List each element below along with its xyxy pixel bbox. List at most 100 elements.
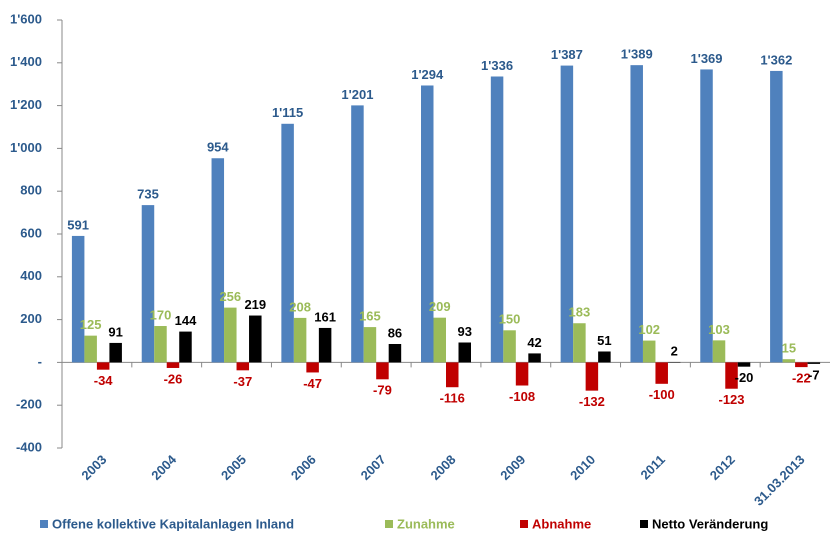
bar — [71, 235, 85, 363]
data-label: 591 — [67, 217, 89, 232]
bar — [490, 76, 504, 363]
bar — [293, 317, 307, 363]
x-tick-label: 2009 — [497, 452, 528, 483]
bar — [737, 362, 751, 367]
y-tick-label: -200 — [16, 397, 42, 412]
y-tick-label: -400 — [16, 439, 42, 454]
bar — [515, 362, 529, 386]
data-label: 161 — [314, 309, 336, 324]
bar — [281, 123, 294, 363]
data-label: -100 — [649, 387, 675, 402]
bar — [236, 362, 250, 371]
bar — [363, 327, 377, 363]
data-label: -79 — [373, 383, 392, 398]
x-tick-label: 2011 — [637, 452, 668, 483]
x-tick-label: 31.03.2013 — [751, 452, 808, 509]
data-label: -7 — [808, 367, 820, 382]
data-label: 1'369 — [691, 51, 723, 66]
bar — [807, 362, 821, 364]
bar — [573, 323, 586, 363]
bar — [154, 326, 167, 363]
data-label: 183 — [569, 305, 591, 320]
bar — [585, 362, 599, 391]
x-tick-label: 2003 — [78, 452, 109, 483]
y-tick-label: 1'400 — [10, 54, 42, 69]
legend-label: Netto Veränderung — [652, 516, 768, 531]
bar — [700, 69, 713, 363]
data-label: 170 — [150, 307, 172, 322]
bar — [458, 342, 471, 363]
data-label: 1'389 — [621, 47, 653, 62]
legend-swatch — [385, 520, 393, 528]
bar — [224, 307, 237, 363]
x-tick-label: 2008 — [427, 452, 458, 483]
data-label: 1'387 — [551, 47, 583, 62]
bar — [725, 362, 738, 389]
y-tick-label: 200 — [20, 311, 42, 326]
y-tick-label: 1'600 — [10, 11, 42, 26]
legend-swatch — [520, 520, 528, 528]
data-label: 86 — [388, 325, 402, 340]
data-label: -132 — [579, 394, 605, 409]
x-tick-label: 2007 — [358, 452, 389, 483]
legend-swatch — [640, 520, 648, 528]
data-label: 102 — [638, 322, 660, 337]
data-label: 2 — [671, 343, 678, 358]
data-label: -22 — [792, 371, 811, 386]
bar — [560, 65, 574, 363]
data-label: 735 — [137, 187, 159, 202]
data-label: -26 — [164, 371, 183, 386]
bar — [84, 335, 97, 363]
data-label: 1'115 — [272, 105, 303, 120]
x-tick-label: 2010 — [567, 452, 598, 483]
data-label: -116 — [440, 391, 465, 406]
data-label: 1'201 — [341, 87, 373, 102]
data-label: -34 — [94, 373, 114, 388]
data-label: 256 — [219, 289, 241, 304]
y-tick-label: 1'000 — [10, 140, 42, 155]
data-label: 150 — [499, 312, 521, 327]
data-label: 1'362 — [760, 52, 792, 67]
x-tick-label: 2005 — [218, 452, 249, 483]
bar — [141, 205, 155, 363]
bar — [351, 105, 364, 363]
x-tick-label: 2004 — [148, 451, 180, 483]
data-label: 51 — [597, 333, 611, 348]
data-label: 125 — [80, 317, 102, 332]
data-label: 219 — [244, 297, 266, 312]
bar — [421, 85, 434, 363]
y-tick-label: - — [38, 354, 42, 369]
bar — [770, 70, 783, 363]
bar — [795, 362, 808, 368]
data-label: -123 — [719, 392, 745, 407]
data-label: 42 — [527, 335, 541, 350]
data-label: 91 — [108, 324, 122, 339]
y-tick-label: 400 — [20, 268, 42, 283]
bar — [388, 343, 402, 363]
y-tick-label: 1'200 — [10, 97, 42, 112]
data-label: -37 — [233, 374, 252, 389]
bar — [96, 362, 110, 370]
data-label: -108 — [509, 389, 535, 404]
legend-label: Abnahme — [532, 516, 591, 531]
bar — [166, 362, 180, 368]
data-label: 954 — [207, 140, 229, 155]
bar — [642, 340, 656, 363]
y-tick-label: 600 — [20, 225, 42, 240]
bar — [503, 330, 516, 363]
data-label: 15 — [782, 341, 796, 356]
data-label: -20 — [735, 370, 754, 385]
y-tick-label: 800 — [20, 183, 42, 198]
data-label: 209 — [429, 299, 451, 314]
data-label: 93 — [458, 324, 472, 339]
bar — [376, 362, 389, 380]
bar — [318, 327, 332, 363]
bar — [306, 362, 319, 373]
bar — [109, 342, 122, 363]
bar — [433, 317, 446, 363]
legend-swatch — [40, 520, 48, 528]
bar — [446, 362, 459, 388]
bar — [782, 359, 796, 363]
data-label: 1'294 — [411, 67, 444, 82]
